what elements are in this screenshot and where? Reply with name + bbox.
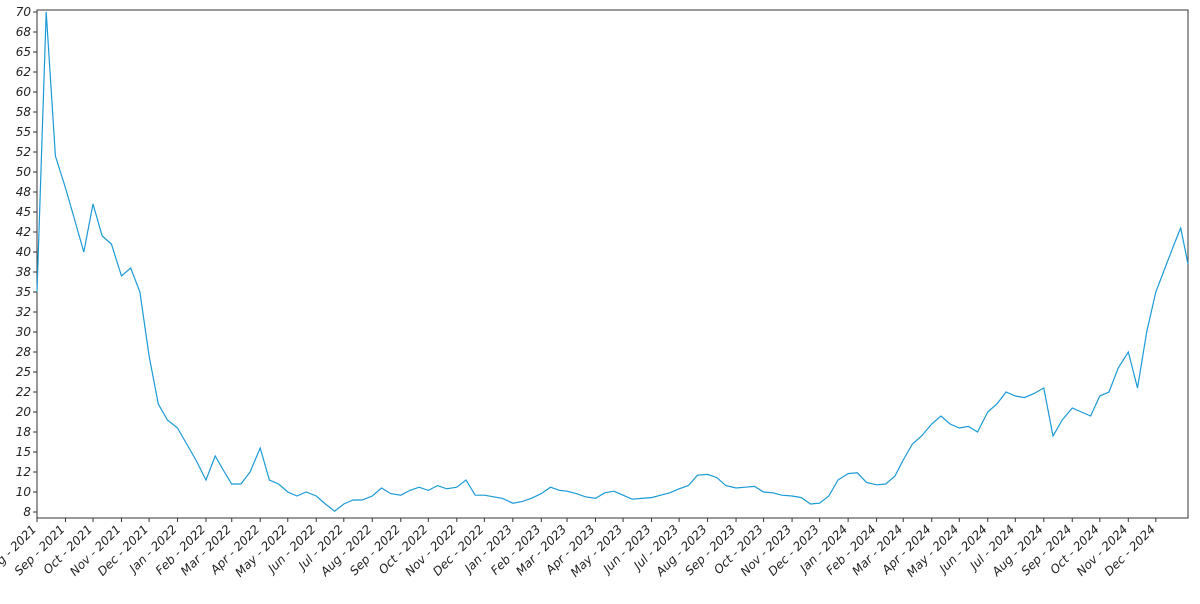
y-tick-label: 70 xyxy=(16,5,32,19)
y-tick-label: 15 xyxy=(16,445,31,459)
y-tick-label: 10 xyxy=(16,485,32,499)
y-tick-label: 35 xyxy=(16,285,31,299)
y-tick-label: 20 xyxy=(16,405,32,419)
plot-frame xyxy=(36,9,1189,519)
y-tick-label: 18 xyxy=(16,425,32,439)
y-tick-label: 65 xyxy=(16,45,31,59)
y-tick-label: 8 xyxy=(23,505,31,519)
y-tick-label: 28 xyxy=(16,345,32,359)
y-tick-label: 25 xyxy=(16,365,31,379)
y-tick-label: 68 xyxy=(16,25,32,39)
y-tick-label: 45 xyxy=(16,205,31,219)
y-tick-label: 62 xyxy=(16,65,31,79)
y-tick-label: 32 xyxy=(16,305,31,319)
y-tick-label: 22 xyxy=(16,385,31,399)
y-tick-label: 60 xyxy=(16,85,32,99)
y-tick-label: 38 xyxy=(16,265,32,279)
data-line xyxy=(36,11,1189,512)
y-tick-label: 50 xyxy=(16,165,32,179)
y-tick-label: 42 xyxy=(16,225,31,239)
y-tick-label: 52 xyxy=(16,145,31,159)
y-tick-label: 30 xyxy=(16,325,32,339)
y-tick-label: 48 xyxy=(16,185,32,199)
y-tick-label: 58 xyxy=(16,105,32,119)
y-tick-label: 55 xyxy=(16,125,31,139)
y-tick-label: 12 xyxy=(16,465,31,479)
y-tick-label: 40 xyxy=(16,245,32,259)
